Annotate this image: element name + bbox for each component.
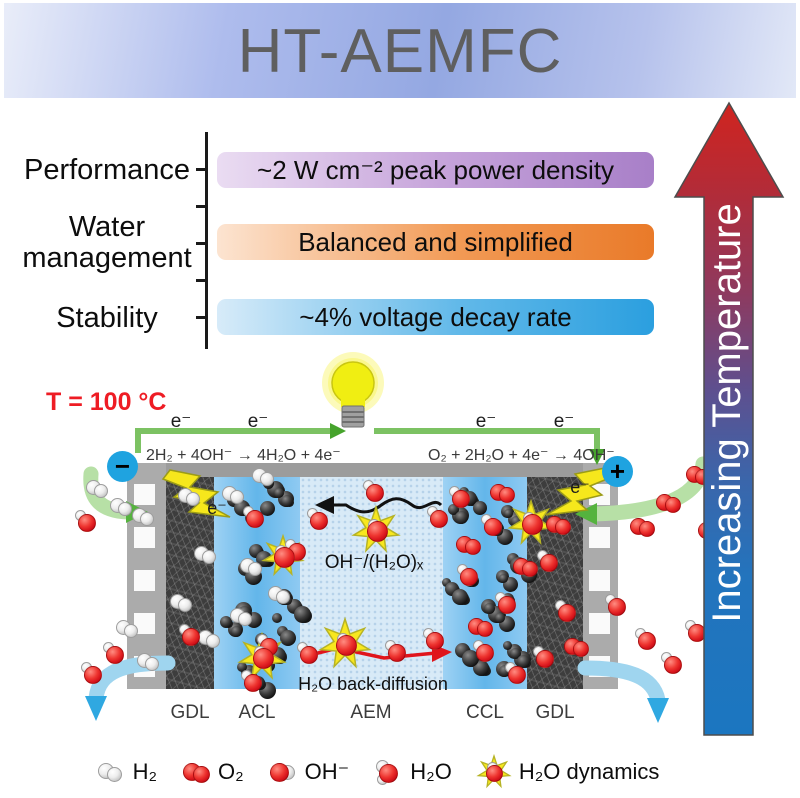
h2o-molecule-icon (373, 757, 403, 787)
metrics-axis (205, 132, 208, 349)
performance-value-pill: ~2 W cm⁻² peak power density (217, 152, 654, 188)
legend-item-h2: H₂ (96, 757, 157, 787)
legend-label: OH⁻ (304, 759, 350, 784)
electron-label: e⁻ (170, 411, 192, 432)
anode-flow-plate (127, 463, 166, 689)
anode-terminal: − (107, 451, 138, 482)
anode-reaction-equation: 2H₂ + 4OH⁻ → 4H₂O + 4e⁻ (146, 447, 341, 464)
layer-label-gdl: GDL (535, 702, 575, 723)
electron-label: e⁻ (207, 498, 227, 518)
legend-item-h2o: H₂O (373, 757, 452, 787)
back-diffusion-label: H₂O back-diffusion (298, 674, 448, 694)
legend-item-oh: OH⁻ (268, 757, 350, 787)
metric-label-stability: Stability (56, 302, 158, 334)
metric-label-performance: Performance (23, 154, 190, 186)
electron-label: e⁻ (475, 411, 497, 432)
legend-label: H₂ (132, 759, 158, 784)
temperature-arrow-label: Increasing Temperature (705, 203, 749, 623)
legend-label: H₂O (410, 759, 452, 784)
layer-label-acl: ACL (238, 702, 276, 723)
page-title: HT-AEMFC (237, 17, 563, 86)
electron-label: e⁻ (247, 411, 269, 432)
axis-tick (196, 205, 205, 208)
membrane-transport-label: OH⁻/(H₂O)ₓ (324, 552, 424, 573)
title-banner: HT-AEMFC (4, 3, 796, 98)
legend-item-o2: O₂ (181, 757, 244, 787)
metric-label-line: Water (68, 211, 146, 243)
temperature-label: T = 100 °C (46, 388, 167, 416)
axis-tick (196, 242, 205, 245)
legend-label: H₂O dynamics (518, 759, 660, 784)
electron-label: e⁻ (570, 477, 590, 497)
oh-ion-icon (268, 757, 298, 787)
axis-tick (196, 168, 205, 171)
axis-tick (196, 316, 205, 319)
cell-frame (127, 463, 618, 477)
layer-label-ccl: CCL (465, 702, 505, 723)
cathode-reaction-equation: O₂ + 2H₂O + 4e⁻ → 4OH⁻ (428, 447, 615, 464)
h2o-dynamics-star-icon (476, 754, 512, 790)
layer-label-aem: AEM (350, 702, 392, 723)
stability-value-pill: ~4% voltage decay rate (217, 299, 654, 335)
temperature-arrow-shape (673, 101, 785, 736)
legend-item-h2o-dynamics: H₂O dynamics (476, 754, 660, 790)
flow-channels (589, 484, 610, 680)
axis-tick (196, 279, 205, 282)
legend: H₂ O₂ OH⁻ H₂O (55, 750, 700, 794)
h2-molecule-icon (96, 757, 126, 787)
water-management-value-pill: Balanced and simplified (217, 224, 654, 260)
layer-label-gdl: GDL (170, 702, 210, 723)
electron-label: e⁻ (553, 411, 575, 432)
o2-molecule-icon (181, 757, 211, 787)
flow-channels (134, 484, 155, 680)
metric-label-water-management: Water management (16, 212, 198, 274)
cathode-terminal: + (602, 456, 633, 487)
legend-label: O₂ (218, 759, 244, 784)
metric-label-line: management (22, 242, 192, 274)
